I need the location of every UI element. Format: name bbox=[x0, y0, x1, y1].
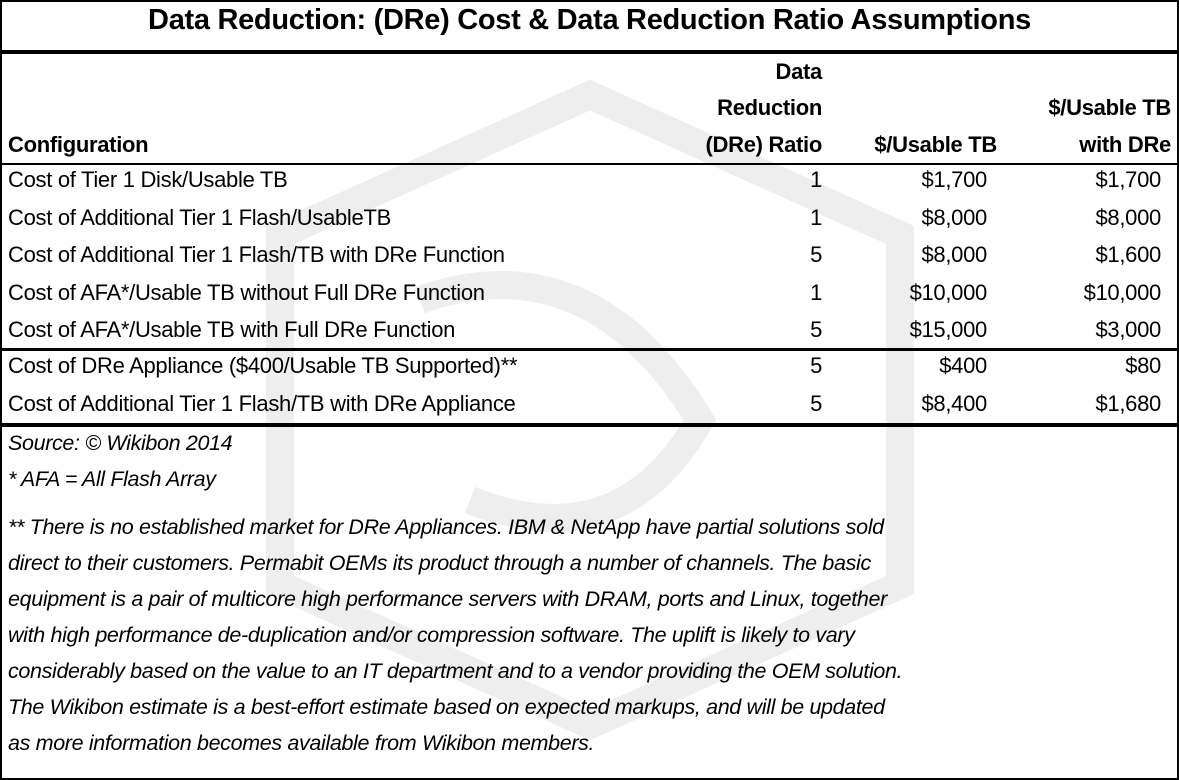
appliance-footnote-line: The Wikibon estimate is a best-effort es… bbox=[8, 695, 885, 719]
row-usable-cost-dre: $1,680 bbox=[1095, 391, 1162, 416]
row-configuration: Cost of DRe Appliance ($400/Usable TB Su… bbox=[8, 353, 518, 378]
row-ratio: 5 bbox=[810, 353, 822, 378]
divider bbox=[0, 50, 1179, 54]
header-usable-dre-line1: $/Usable TB bbox=[1048, 95, 1171, 120]
appliance-footnote-line: ** There is no established market for DR… bbox=[8, 515, 884, 539]
row-usable-cost-dre: $80 bbox=[1125, 353, 1161, 378]
row-ratio: 5 bbox=[810, 391, 822, 416]
row-ratio: 1 bbox=[810, 205, 822, 230]
row-configuration: Cost of Tier 1 Disk/Usable TB bbox=[8, 167, 288, 192]
row-usable-cost-dre: $1,600 bbox=[1095, 242, 1162, 267]
row-ratio: 5 bbox=[810, 242, 822, 267]
appliance-footnote-line: direct to their customers. Permabit OEMs… bbox=[8, 551, 871, 575]
appliance-footnote-line: with high performance de-duplication and… bbox=[8, 623, 855, 647]
row-usable-cost-dre: $10,000 bbox=[1083, 280, 1162, 305]
row-configuration: Cost of Additional Tier 1 Flash/TB with … bbox=[8, 391, 516, 416]
row-configuration: Cost of Additional Tier 1 Flash/UsableTB bbox=[8, 205, 391, 230]
divider bbox=[0, 348, 1179, 351]
row-usable-cost: $10,000 bbox=[909, 280, 988, 305]
divider bbox=[0, 163, 1179, 165]
row-usable-cost-dre: $8,000 bbox=[1095, 205, 1162, 230]
source-note: Source: © Wikibon 2014 bbox=[8, 431, 233, 455]
row-ratio: 1 bbox=[810, 280, 822, 305]
divider bbox=[0, 423, 1179, 427]
row-usable-cost: $8,000 bbox=[921, 242, 988, 267]
appliance-footnote-line: considerably based on the value to an IT… bbox=[8, 659, 903, 683]
afa-footnote: * AFA = All Flash Array bbox=[8, 467, 216, 491]
row-usable-cost-dre: $1,700 bbox=[1095, 167, 1162, 192]
row-ratio: 5 bbox=[810, 317, 822, 342]
row-usable-cost: $15,000 bbox=[909, 317, 988, 342]
header-configuration: Configuration bbox=[8, 132, 149, 157]
header-ratio-line3: (DRe) Ratio bbox=[705, 132, 823, 157]
row-usable-cost: $400 bbox=[939, 353, 987, 378]
header-ratio-line2: Reduction bbox=[717, 95, 822, 120]
row-configuration: Cost of Additional Tier 1 Flash/TB with … bbox=[8, 242, 505, 267]
row-usable-cost: $8,000 bbox=[921, 205, 988, 230]
row-usable-cost: $1,700 bbox=[921, 167, 988, 192]
appliance-footnote-line: equipment is a pair of multicore high pe… bbox=[8, 587, 887, 611]
header-ratio-line1: Data bbox=[775, 59, 823, 84]
row-usable-cost-dre: $3,000 bbox=[1095, 317, 1162, 342]
header-usable: $/Usable TB bbox=[874, 132, 997, 157]
header-usable-dre-line2: with DRe bbox=[1079, 132, 1171, 157]
table-title: Data Reduction: (DRe) Cost & Data Reduct… bbox=[148, 4, 1031, 36]
row-ratio: 1 bbox=[810, 167, 822, 192]
appliance-footnote-line: as more information becomes available fr… bbox=[8, 731, 595, 755]
row-configuration: Cost of AFA*/Usable TB without Full DRe … bbox=[8, 280, 485, 305]
row-configuration: Cost of AFA*/Usable TB with Full DRe Fun… bbox=[8, 317, 456, 342]
row-usable-cost: $8,400 bbox=[921, 391, 988, 416]
